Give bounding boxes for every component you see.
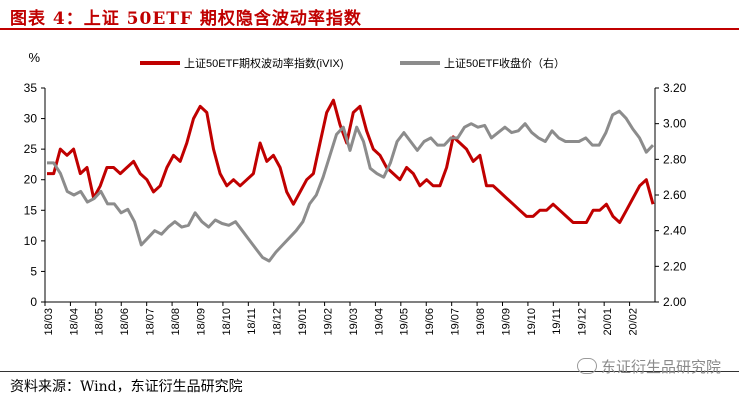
x-tick-label: 20/01 [602, 308, 614, 336]
left-tick-label: 10 [24, 234, 38, 248]
x-tick-label: 18/08 [170, 308, 182, 336]
legend-label-ivix: 上证50ETF期权波动率指数(iVIX) [184, 56, 344, 70]
title-bar: 图表 4：上证 50ETF 期权隐含波动率指数 [0, 0, 739, 30]
right-tick-label: 2.60 [663, 188, 687, 202]
legend-label-etf: 上证50ETF收盘价（右） [444, 56, 565, 70]
right-tick-label: 2.20 [663, 259, 687, 273]
x-tick-label: 18/04 [68, 308, 80, 336]
source-divider [0, 371, 739, 372]
wechat-icon [576, 358, 597, 374]
x-tick-label: 18/07 [145, 308, 157, 336]
x-tick-label: 19/03 [348, 308, 360, 336]
title-underline [0, 28, 739, 30]
axes-group: % 0 5 10 15 20 25 30 35 2.00 2.20 2.40 2.60 2.80 3.00 3… [24, 50, 687, 336]
left-tick-label: 0 [30, 295, 37, 309]
x-tick-label: 18/03 [43, 308, 55, 336]
watermark-text: 东证衍生品研究院 [600, 358, 721, 376]
left-tick-label: 25 [24, 142, 38, 156]
line-chart: % 0 5 10 15 20 25 30 35 2.00 2.20 2.40 2.60 2.80 3.00 3… [24, 50, 687, 336]
x-tick-label: 18/09 [195, 308, 207, 336]
chart-area: % 0 5 10 15 20 25 30 35 2.00 2.20 2.40 2.60 2.80 3.00 3… [0, 30, 739, 368]
right-tick-label: 2.40 [663, 224, 687, 238]
watermark: 东证衍生品研究院 [576, 356, 721, 377]
left-tick-label: 15 [24, 203, 38, 217]
x-tick-label: 19/04 [373, 308, 385, 336]
x-tick-label: 19/07 [450, 308, 462, 336]
left-tick-label: 30 [24, 112, 38, 126]
x-tick-label: 18/12 [272, 308, 284, 336]
x-tick-label: 18/10 [221, 308, 233, 336]
x-tick-label: 19/08 [475, 308, 487, 336]
etf-close-line [47, 109, 655, 263]
x-tick-label: 18/11 [246, 308, 258, 335]
series-group [47, 98, 655, 263]
x-tick-label: 19/05 [399, 308, 411, 336]
left-tick-label: 35 [24, 81, 38, 95]
left-tick-label: 20 [24, 173, 38, 187]
x-tick-label: 19/09 [500, 308, 512, 336]
x-tick-label: 19/12 [577, 308, 589, 336]
x-tick-label: 19/11 [551, 308, 563, 335]
right-tick-label: 3.00 [663, 117, 687, 131]
right-tick-label: 2.00 [663, 295, 687, 309]
chart-title: 图表 4：上证 50ETF 期权隐含波动率指数 [10, 9, 362, 29]
x-tick-label: 20/02 [627, 308, 639, 336]
x-tick-label: 18/06 [119, 308, 131, 336]
ivix-line [47, 98, 655, 224]
right-tick-label: 3.20 [663, 81, 687, 95]
left-axis-unit: % [28, 50, 40, 65]
right-tick-label: 2.80 [663, 152, 687, 166]
legend-group: 上证50ETF期权波动率指数(iVIX) 上证50ETF收盘价（右） [140, 56, 565, 70]
x-tick-label: 18/05 [94, 308, 106, 336]
x-tick-label: 19/06 [424, 308, 436, 336]
x-tick-label: 19/01 [297, 308, 309, 336]
source-note: 资料来源：Wind，东证衍生品研究院 [10, 379, 243, 395]
left-tick-label: 5 [30, 264, 37, 278]
x-tick-label: 19/02 [322, 308, 334, 336]
x-tick-label: 19/10 [526, 308, 538, 336]
